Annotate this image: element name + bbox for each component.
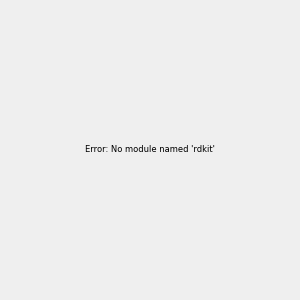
Text: Error: No module named 'rdkit': Error: No module named 'rdkit' bbox=[85, 146, 215, 154]
